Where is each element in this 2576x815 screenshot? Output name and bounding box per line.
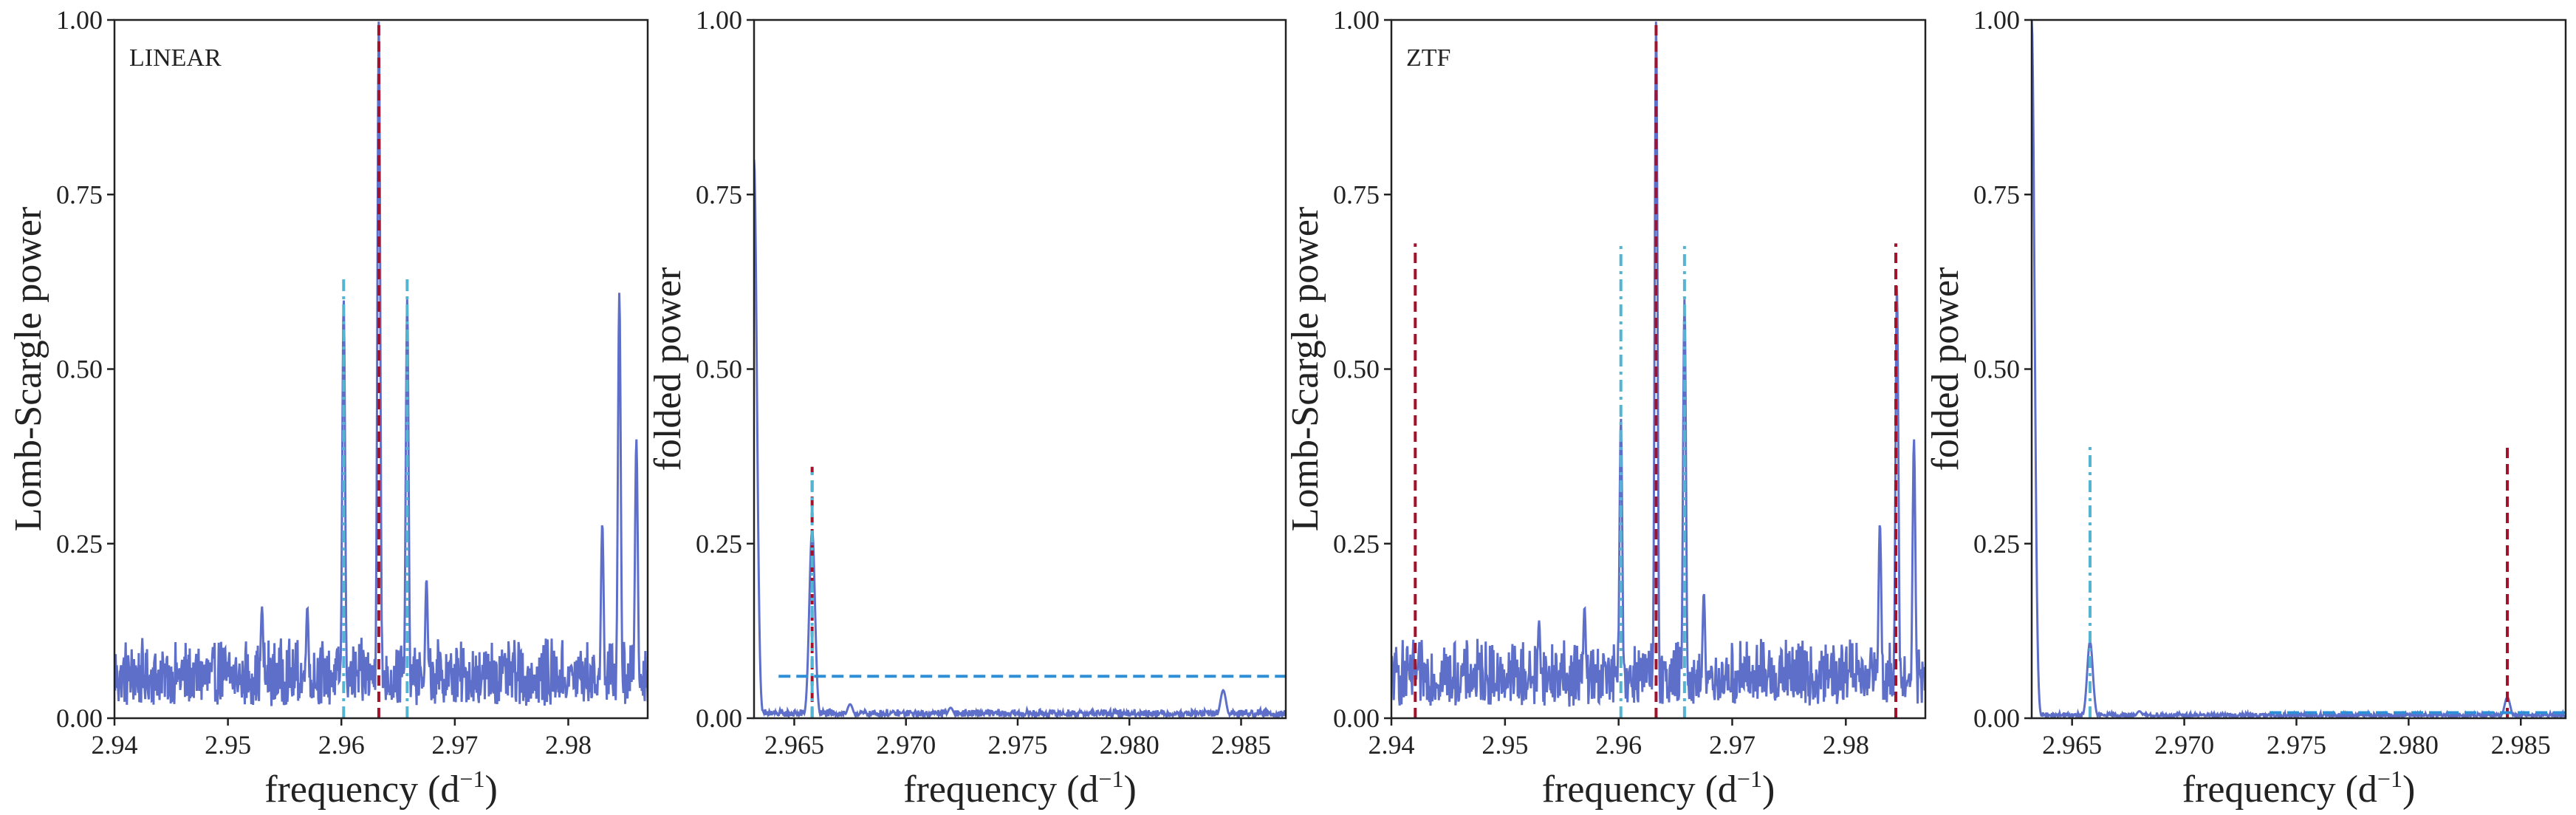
y-axis-label: folded power [647,267,689,471]
y-tick-label: 0.50 [1333,355,1380,384]
plot-area [754,159,1286,718]
y-tick-label: 0.00 [1973,703,2020,733]
chart-panel-1: 2.94 2.95 2.96 2.97 2.98 0.00 0.25 0.50 0.75 1.00… [7,5,649,811]
x-tick-label: 2.96 [1595,730,1642,760]
y-tick-label: 0.00 [1333,703,1380,733]
y-tick-label: 0.50 [696,355,742,384]
periodogram-series [2032,20,2566,718]
y-tick-label: 0.25 [696,529,742,559]
x-tick-label: 2.94 [92,730,138,760]
y-tick-label: 0.25 [1973,529,2020,559]
periodogram-series [754,159,1286,718]
y-tick-label: 1.00 [56,5,103,35]
x-tick-label: 2.965 [764,730,824,760]
x-tick-label: 2.965 [2042,730,2102,760]
y-axis-label: folded power [1925,267,1967,471]
periodogram-series [114,21,648,706]
x-tick-label: 2.985 [1211,730,1271,760]
x-tick-label: 2.94 [1368,730,1415,760]
plot-area [2032,20,2566,718]
plot-area [1391,20,1925,718]
x-tick-label: 2.96 [318,730,365,760]
y-tick-label: 0.50 [56,355,103,384]
x-tick-label: 2.970 [2154,730,2214,760]
y-tick-label: 0.25 [1333,529,1380,559]
x-tick-label: 2.975 [2267,730,2326,760]
x-axis-label: frequency (d−1) [2182,765,2416,811]
chart-panel-3: 2.94 2.95 2.96 2.97 2.98 0.00 0.25 0.50 0.75 1.00… [1284,5,1927,811]
panel-label: LINEAR [129,44,222,72]
periodogram-series [1391,21,1925,707]
y-axis-label: Lomb-Scargle power [7,207,49,531]
y-tick-label: 0.75 [56,180,103,209]
x-tick-label: 2.975 [987,730,1047,760]
x-tick-label: 2.98 [1823,730,1869,760]
y-tick-label: 1.00 [1973,5,2020,35]
y-tick-label: 1.00 [1333,5,1380,35]
x-axis-label: frequency (d−1) [264,765,498,811]
chart-panel-4: 2.965 2.970 2.975 2.980 2.985 0.00 0.25 0.50 0.7… [1925,5,2567,811]
x-tick-label: 2.985 [2491,730,2551,760]
x-tick-label: 2.970 [876,730,936,760]
panel-label: ZTF [1406,44,1450,72]
chart-panel-2: 2.965 2.970 2.975 2.980 2.985 0.00 0.25 0.50 0.7… [647,5,1287,811]
x-tick-label: 2.95 [205,730,251,760]
plot-area [114,20,648,718]
x-tick-label: 2.980 [1100,730,1159,760]
y-tick-label: 0.75 [696,180,742,209]
y-tick-label: 0.00 [56,703,103,733]
y-tick-label: 0.75 [1973,180,2020,209]
x-tick-label: 2.98 [545,730,592,760]
x-tick-label: 2.980 [2379,730,2439,760]
y-tick-label: 1.00 [696,5,742,35]
y-tick-label: 0.25 [56,529,103,559]
x-tick-label: 2.97 [1709,730,1755,760]
y-axis-label: Lomb-Scargle power [1284,207,1326,531]
x-tick-label: 2.97 [431,730,478,760]
y-tick-label: 0.00 [696,703,742,733]
x-axis-label: frequency (d−1) [903,765,1137,811]
x-tick-label: 2.95 [1481,730,1528,760]
y-tick-label: 0.50 [1973,355,2020,384]
x-axis-label: frequency (d−1) [1542,765,1775,811]
axes-frame [753,18,1287,720]
axes-frame [2030,18,2567,720]
y-tick-label: 0.75 [1333,180,1380,209]
